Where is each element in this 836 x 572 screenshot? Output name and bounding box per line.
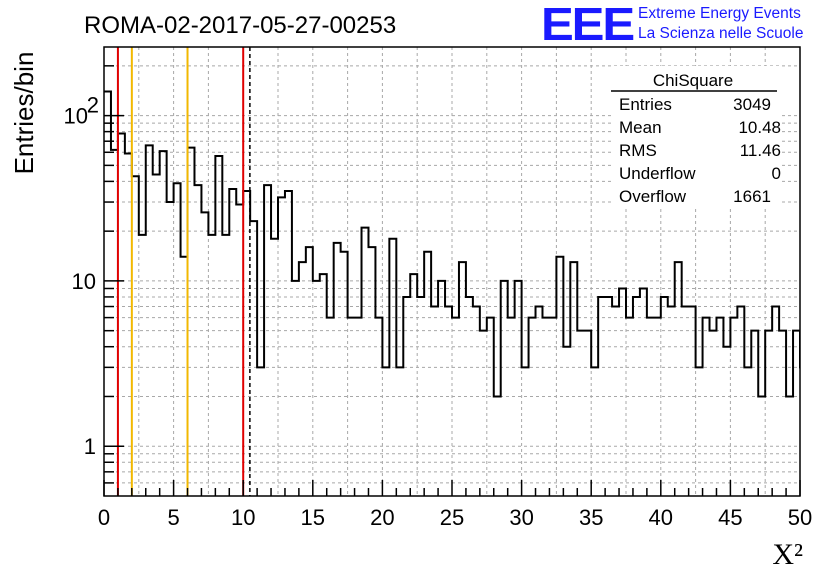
stats-label-entries: Entries: [619, 95, 672, 114]
stats-value-underflow: 0: [772, 164, 781, 183]
x-tick-label: 20: [370, 505, 394, 530]
stats-label-mean: Mean: [619, 118, 662, 137]
y-tick-label: 1: [84, 434, 96, 459]
x-tick-label: 0: [98, 505, 110, 530]
y-tick-label-exponent: 2: [87, 93, 99, 118]
x-tick-label: 40: [649, 505, 673, 530]
x-tick-label: 50: [788, 505, 812, 530]
x-tick-label: 30: [509, 505, 533, 530]
x-tick-label: 45: [718, 505, 742, 530]
x-tick-label: 5: [167, 505, 179, 530]
x-tick-label: 15: [301, 505, 325, 530]
stats-box: ChiSquare Entries 3049 Mean 10.48 RMS 11…: [611, 66, 781, 206]
stats-label-rms: RMS: [619, 141, 657, 160]
stats-value-mean: 10.48: [738, 118, 781, 137]
y-tick-label: 10: [72, 269, 96, 294]
x-axis-label: X²: [772, 538, 803, 571]
chart-title: ROMA-02-2017-05-27-00253: [84, 12, 396, 39]
stats-label-overflow: Overflow: [619, 187, 687, 206]
y-tick-label: 10: [64, 104, 88, 129]
x-tick-label: 35: [579, 505, 603, 530]
eee-logo: EEE Extreme Energy Events La Scienza nel…: [541, 0, 803, 50]
x-tick-label: 25: [440, 505, 464, 530]
eee-logo-line1: Extreme Energy Events: [638, 5, 801, 22]
stats-value-overflow: 1661: [733, 187, 771, 206]
stats-value-rms: 11.46: [740, 141, 781, 160]
eee-logo-line2: La Scienza nelle Scuole: [638, 25, 803, 42]
stats-value-entries: 3049: [733, 95, 771, 114]
x-tick-label: 10: [231, 505, 255, 530]
stats-title: ChiSquare: [653, 71, 733, 90]
y-axis-label: Entries/bin: [9, 52, 39, 175]
reference-lines: [116, 47, 251, 496]
stats-label-underflow: Underflow: [619, 164, 696, 183]
histogram-bins: [104, 90, 800, 398]
eee-logo-mark: EEE: [541, 0, 633, 50]
histogram-series: [104, 90, 800, 398]
stats-box-background: [611, 66, 781, 206]
